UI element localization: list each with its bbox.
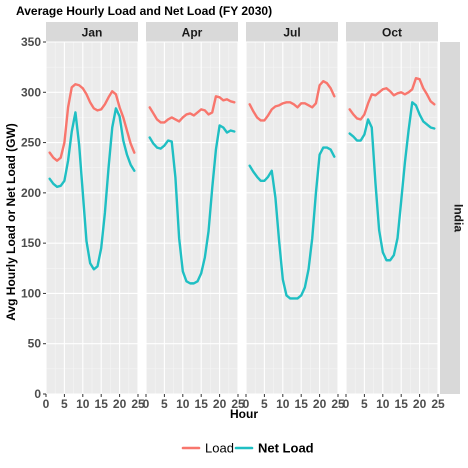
x-tick-label: 5 [61, 397, 68, 411]
y-tick-label: 150 [21, 236, 41, 250]
x-tick-label: 0 [143, 397, 150, 411]
series-line-load [248, 80, 336, 122]
x-tick-label: 5 [361, 397, 368, 411]
x-tick-label: 15 [95, 397, 109, 411]
series-line-load [148, 95, 236, 124]
x-tick-label: 20 [413, 397, 427, 411]
legend: Load Net Load [181, 441, 314, 456]
x-tick-label: 10 [76, 397, 90, 411]
facet-strip-label: Oct [382, 26, 402, 40]
facet-panel-apr: Apr 0 5 10 15 20 25 [143, 22, 245, 411]
x-tick-label: 5 [161, 397, 168, 411]
y-tick-label: 50 [28, 337, 42, 351]
chart-title: Average Hourly Load and Net Load (FY 203… [16, 4, 272, 18]
x-tick-label: 10 [176, 397, 190, 411]
y-tick-label: 350 [21, 35, 41, 49]
y-tick-label: 100 [21, 286, 41, 300]
x-tick-label: 25 [131, 397, 145, 411]
x-tick-label: 10 [376, 397, 390, 411]
series-line-net-load [148, 124, 236, 285]
x-tick-label: 5 [261, 397, 268, 411]
y-tick-label: 300 [21, 85, 41, 99]
series-line-load [348, 77, 436, 121]
x-tick-label: 0 [43, 397, 50, 411]
x-tick-label: 10 [276, 397, 290, 411]
facet-panel-jul: Jul 0 5 10 15 20 25 [243, 22, 345, 411]
facet-row-strip [440, 42, 460, 394]
facet-panel-oct: Oct 0 5 10 15 20 25 [343, 22, 445, 411]
facet-panel-jan: Jan 0 5 10 15 20 25 [43, 22, 145, 411]
x-tick-label: 25 [331, 397, 345, 411]
facet-strip [246, 22, 338, 42]
series-line-net-load [248, 146, 336, 300]
y-tick-label: 0 [34, 387, 41, 401]
series-line-net-load [48, 107, 136, 271]
facet-strip-label: Jan [82, 26, 103, 40]
x-tick-label: 15 [295, 397, 309, 411]
x-tick-label: 20 [313, 397, 327, 411]
facet-row-label: India [452, 204, 466, 232]
x-tick-label: 0 [243, 397, 250, 411]
facet-strip-label: Jul [283, 26, 300, 40]
x-tick-label: 20 [113, 397, 127, 411]
facet-strip [146, 22, 238, 42]
y-axis-title: Avg Hourly Load or Net Load (GW) [4, 123, 18, 321]
x-tick-label: 25 [231, 397, 245, 411]
facet-strip [346, 22, 438, 42]
x-tick-label: 15 [395, 397, 409, 411]
legend-label-net-load: Net Load [258, 441, 314, 456]
y-tick-label: 200 [21, 186, 41, 200]
x-tick-label: 15 [195, 397, 209, 411]
x-tick-label: 25 [431, 397, 445, 411]
y-tick-label: 250 [21, 136, 41, 150]
facet-strip-label: Apr [182, 26, 203, 40]
series-line-load [48, 83, 136, 162]
legend-label-load: Load [205, 441, 234, 456]
x-tick-label: 20 [213, 397, 227, 411]
x-axis-title: Hour [230, 407, 258, 421]
series-line-net-load [348, 101, 436, 262]
facet-strip [46, 22, 138, 42]
y-axis: 0 50 100 150 200 250 300 350 [21, 35, 46, 401]
x-tick-label: 0 [343, 397, 350, 411]
